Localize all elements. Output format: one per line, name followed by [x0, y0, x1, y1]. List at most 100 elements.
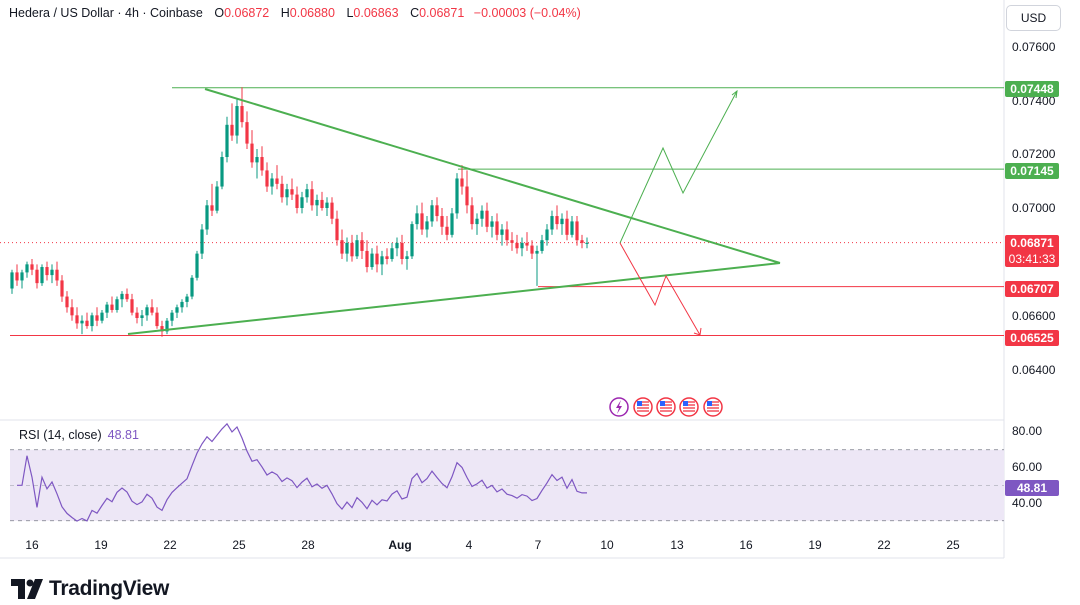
- candle-body: [110, 304, 114, 310]
- low-label: L: [346, 6, 354, 20]
- candle-body: [495, 221, 499, 235]
- candle-body: [125, 293, 129, 300]
- candle-body: [445, 226, 449, 235]
- candle-body: [390, 248, 394, 259]
- us-flag-event-icon: [679, 397, 699, 417]
- candle-body: [345, 242, 349, 254]
- candle-body: [570, 221, 574, 235]
- candle-body: [370, 253, 374, 268]
- candle-body: [155, 312, 159, 327]
- candle-body: [50, 269, 54, 276]
- candle-body: [465, 186, 469, 206]
- rsi-legend[interactable]: RSI (14, close) 48.81: [19, 428, 139, 442]
- candle-body: [290, 189, 294, 195]
- candle-body: [220, 157, 224, 187]
- candle-body: [115, 299, 119, 310]
- candle-body: [180, 301, 184, 308]
- candle-body: [275, 178, 279, 184]
- candle-body: [340, 240, 344, 254]
- triangle-pattern: [127, 88, 781, 335]
- candle-body: [135, 312, 139, 319]
- candle-body: [65, 296, 69, 308]
- x-tick: 25: [946, 538, 960, 552]
- candle-body: [105, 304, 109, 313]
- y-tick: 0.07600: [1012, 40, 1056, 54]
- rsi-title: RSI (14, close): [19, 428, 102, 442]
- us-flag-event-icon: [703, 397, 723, 417]
- candle-body: [535, 250, 539, 254]
- open-label: O: [214, 6, 225, 20]
- currency-button[interactable]: USD: [1006, 5, 1061, 31]
- candle-body: [565, 218, 569, 235]
- candle-body: [460, 178, 464, 187]
- candle-body: [60, 280, 64, 297]
- candle-body: [425, 221, 429, 230]
- level-tag-3: 0.06525: [1005, 330, 1059, 346]
- candle-body: [580, 240, 584, 243]
- candle-body: [330, 202, 334, 219]
- candle-body: [530, 245, 534, 254]
- lightning-glyph: [616, 400, 622, 414]
- candle-body: [475, 218, 479, 225]
- candle-body: [300, 197, 304, 208]
- candle-body: [25, 264, 29, 273]
- candle-body: [250, 143, 254, 163]
- us-flag-event-icon: [633, 397, 653, 417]
- candle-body: [560, 218, 564, 225]
- candle-body: [215, 186, 219, 211]
- candle-body: [515, 242, 519, 249]
- candle-body: [170, 312, 174, 321]
- close-value: 0.06871: [419, 6, 465, 20]
- rsi-tick: 40.00: [1012, 496, 1043, 510]
- candle-body: [140, 315, 144, 319]
- x-tick: 22: [163, 538, 177, 552]
- candle-body: [270, 178, 274, 187]
- candle-body: [235, 106, 239, 136]
- candle-body: [205, 205, 209, 230]
- candle-body: [360, 240, 364, 251]
- candle-body: [150, 307, 154, 313]
- symbol-legend[interactable]: Hedera / US Dollar · 4h · Coinbase O0.06…: [9, 6, 581, 20]
- candle-body: [575, 221, 579, 241]
- candle-body: [335, 218, 339, 241]
- candle-body: [550, 216, 554, 230]
- candle-body: [265, 170, 269, 187]
- candle-body: [450, 213, 454, 235]
- bearish-arrowhead: [693, 327, 702, 336]
- rsi-value: 48.81: [107, 428, 139, 442]
- bullish-projection: [619, 90, 738, 244]
- y-tick: 0.06600: [1012, 309, 1056, 323]
- candle-body: [175, 307, 179, 313]
- low-value: 0.06863: [353, 6, 399, 20]
- price-change: −0.00003 (−0.04%): [473, 6, 581, 20]
- event-icons: [609, 397, 723, 417]
- candle-body: [310, 189, 314, 206]
- candle-body: [505, 229, 509, 241]
- candle-body: [380, 256, 384, 265]
- flag-canton: [660, 401, 665, 406]
- y-tick: 0.07000: [1012, 201, 1056, 215]
- candle-body: [365, 250, 369, 268]
- candle-body: [240, 106, 244, 123]
- y-tick: 0.07400: [1012, 94, 1056, 108]
- last-price-tag: 0.06871 03:41:33: [1005, 235, 1059, 267]
- candle-body: [400, 242, 404, 259]
- x-tick: 7: [534, 538, 542, 552]
- close-label: C: [410, 6, 420, 20]
- candle-body: [410, 224, 414, 257]
- x-tick: 19: [94, 538, 108, 552]
- candle-body: [165, 320, 169, 332]
- candle-body: [35, 269, 39, 284]
- candle-body: [405, 256, 409, 259]
- last-price-value: 0.06871: [1010, 236, 1054, 250]
- tradingview-logo[interactable]: TradingView: [11, 577, 169, 601]
- candle-body: [440, 216, 444, 227]
- x-tick: 19: [808, 538, 822, 552]
- candle-body: [545, 229, 549, 241]
- candle-body: [80, 320, 84, 324]
- candle-body: [375, 253, 379, 265]
- candle-body: [255, 157, 259, 163]
- us-flag-event-icon: [656, 397, 676, 417]
- candle-body: [320, 199, 324, 208]
